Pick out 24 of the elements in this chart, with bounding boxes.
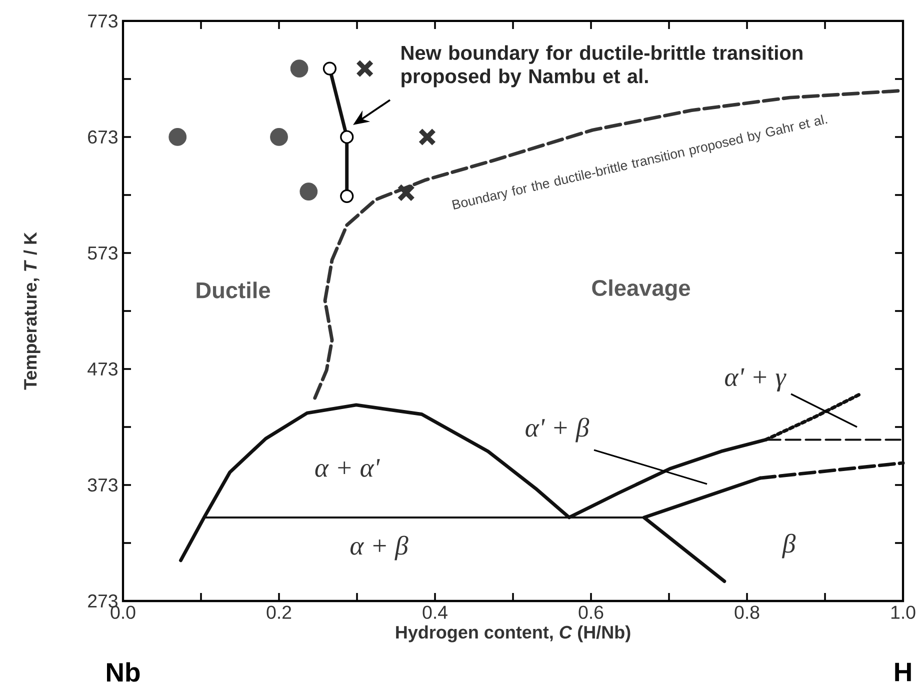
y-tick-label: 273	[88, 594, 118, 608]
x-tick-label: 0.6	[578, 606, 604, 619]
annotation: Ductile	[196, 282, 270, 298]
text: Nb	[107, 662, 140, 682]
annotation: Cleavage	[592, 279, 690, 301]
x-tick-label: 0.2	[266, 606, 292, 619]
y-axis-title: Temperature, T / K	[24, 232, 40, 390]
annotation: α + β	[350, 536, 408, 560]
y-tick-label: 773	[88, 14, 118, 28]
y-tick-label: 573	[88, 246, 118, 260]
y-tick-label: 373	[88, 478, 118, 492]
annotation: α' + β	[526, 418, 590, 442]
y-tick-label: 473	[88, 362, 118, 376]
x-tick-label: 1.0	[891, 606, 916, 619]
annotation: β	[782, 534, 796, 558]
x-axis-title: Hydrogen content, C (H/Nb)	[396, 625, 630, 642]
annotation: α + α'	[315, 459, 380, 477]
x-tick-label: 0.8	[734, 606, 760, 619]
x-tick-label: 0.0	[110, 606, 136, 619]
x-tick-label: 0.4	[422, 606, 448, 619]
annotation: α' + γ	[725, 368, 786, 392]
annotation: New boundary for ductile-brittle transition proposed by Nambu et al.	[402, 45, 802, 88]
text: H	[895, 662, 911, 682]
y-tick-label: 673	[88, 130, 118, 144]
